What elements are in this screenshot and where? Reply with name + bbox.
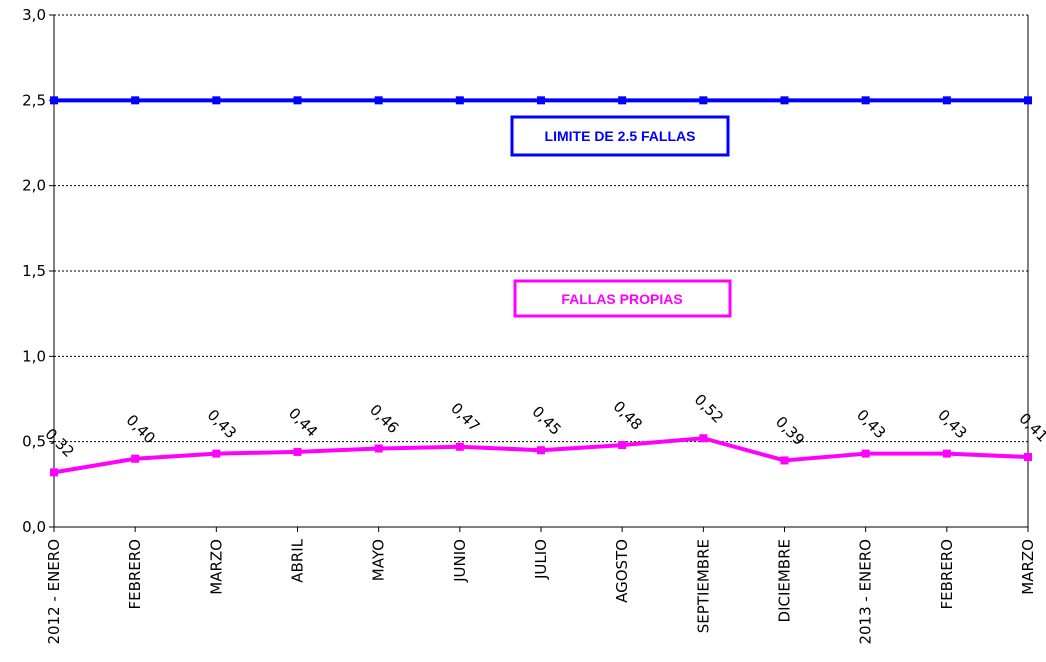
series-lines [50, 96, 1032, 477]
series-marker [699, 96, 708, 105]
y-tick-label: 3,0 [22, 6, 46, 24]
data-label: 0,41 [1015, 409, 1046, 445]
series-marker [131, 96, 140, 105]
data-label: 0,45 [528, 402, 564, 438]
y-tick-label: 0,0 [22, 518, 46, 536]
annotation-own-failures-box [513, 279, 732, 318]
x-tick-label: FEBRERO [126, 539, 144, 610]
axes: 0,0 0,5 1,0 1,5 2,0 2,5 3,0 2012 - ENERO FEBRERO… [22, 6, 1037, 645]
data-label: 0,32 [41, 425, 77, 461]
series-marker [942, 449, 951, 458]
series-marker [50, 96, 58, 105]
series-marker [1024, 453, 1032, 462]
series-marker [861, 449, 870, 458]
annotation-limit-box [510, 115, 730, 157]
y-tick-label: 2,0 [22, 177, 46, 195]
series-marker [780, 96, 789, 105]
x-tick-label: SEPTIEMBRE [694, 539, 712, 633]
annotation-own-failures-text: FALLAS PROPIAS [561, 291, 682, 307]
x-tick-label: FEBRERO [938, 539, 956, 610]
x-tick-label: AGOSTO [613, 539, 631, 603]
series-marker [455, 96, 464, 105]
x-tick-label: JUNIO [451, 539, 469, 583]
y-tick-label: 1,5 [22, 262, 46, 280]
series-marker [212, 96, 221, 105]
data-label: 0,46 [366, 401, 402, 437]
x-tick-label: MAYO [370, 539, 388, 581]
series-marker [537, 446, 545, 455]
data-label: 0,47 [447, 399, 483, 435]
data-label: 0,43 [204, 406, 240, 442]
series-marker [618, 96, 627, 105]
annotations: LIMITE DE 2.5 FALLAS FALLAS PROPIAS [510, 115, 732, 318]
x-tick-label: MARZO [1019, 539, 1037, 595]
x-tick-label: 2012 - ENERO [45, 539, 63, 645]
annotation-limit: LIMITE DE 2.5 FALLAS [510, 115, 730, 157]
series-marker [780, 456, 789, 465]
annotation-limit-text: LIMITE DE 2.5 FALLAS [545, 128, 696, 144]
x-tick-label: 2013 - ENERO [857, 539, 875, 645]
annotation-own-failures: FALLAS PROPIAS [513, 279, 732, 318]
data-label: 0,52 [691, 391, 727, 427]
series-marker [618, 441, 627, 450]
series-marker [293, 447, 302, 456]
series-line [53, 436, 1029, 475]
x-tick-label: DICIEMBRE [776, 539, 794, 622]
data-label: 0,39 [772, 413, 808, 449]
x-tick-label: MARZO [207, 539, 225, 595]
x-tick-label: JULIO [532, 539, 550, 580]
series-marker [293, 96, 302, 105]
data-label: 0,43 [853, 406, 889, 442]
series-marker [131, 454, 140, 463]
series-marker [699, 434, 708, 443]
series-marker [212, 449, 221, 458]
series-marker [374, 444, 383, 453]
data-label: 0,48 [610, 397, 646, 433]
y-tick-label: 0,5 [22, 433, 46, 451]
series-marker [537, 96, 545, 105]
series-marker [50, 468, 58, 477]
series-marker [861, 96, 870, 105]
data-label: 0,44 [285, 404, 321, 440]
series-marker [1024, 96, 1032, 105]
y-tick-label: 2,5 [22, 91, 46, 109]
series-marker [942, 96, 951, 105]
x-tick-label: ABRIL [289, 538, 307, 582]
series-marker [374, 96, 383, 105]
y-tick-label: 1,0 [22, 347, 46, 365]
series-marker [455, 442, 464, 451]
data-label: 0,43 [934, 406, 970, 442]
